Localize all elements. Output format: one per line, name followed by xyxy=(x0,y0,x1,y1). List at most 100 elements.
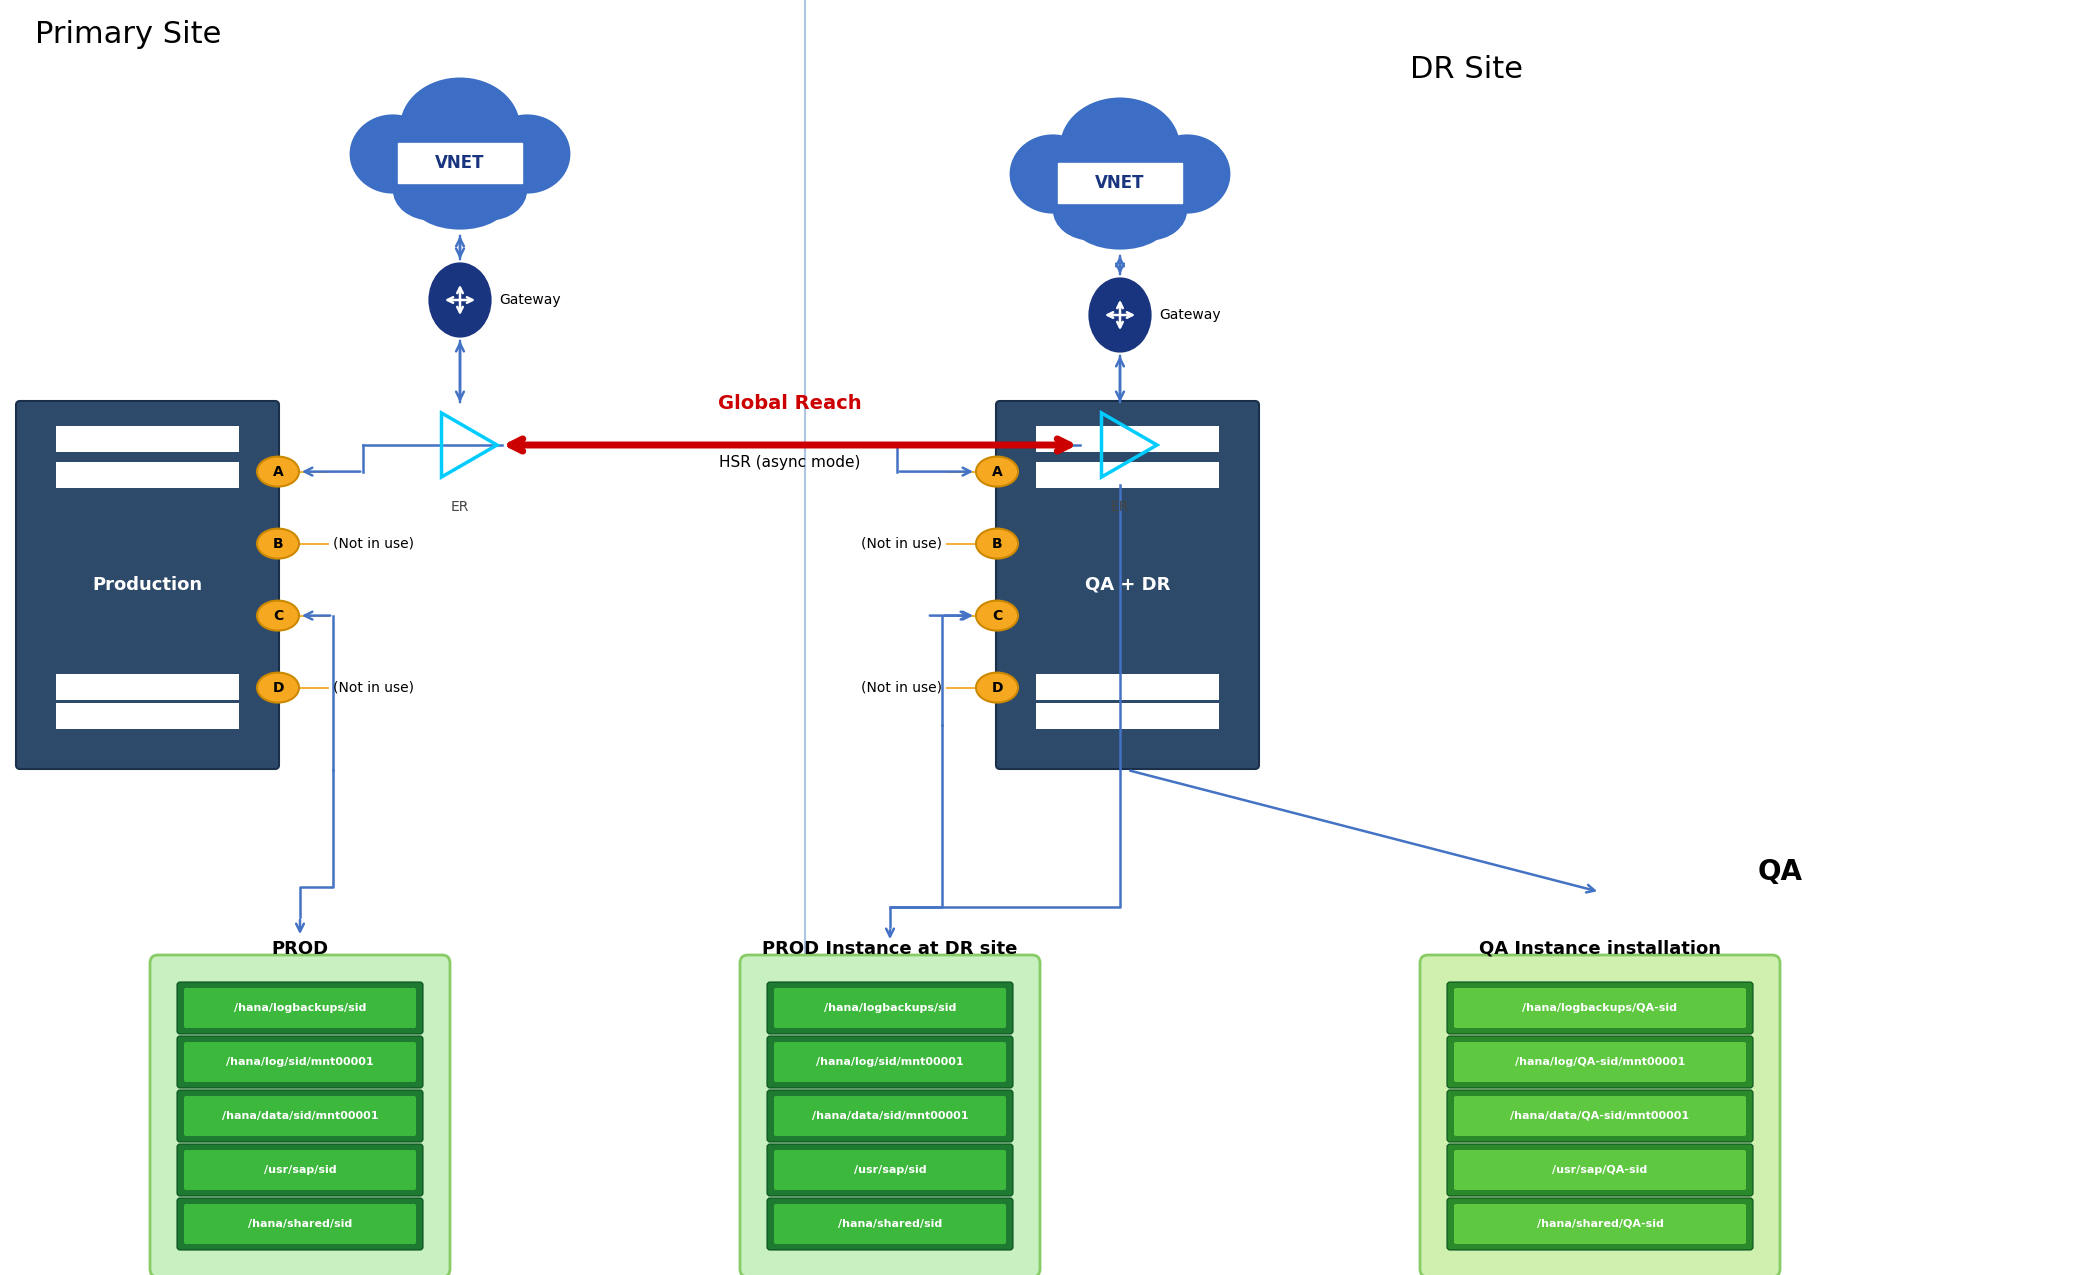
Ellipse shape xyxy=(401,78,519,176)
Text: QA: QA xyxy=(1758,858,1802,886)
FancyBboxPatch shape xyxy=(17,402,280,769)
Text: /hana/log/sid/mnt00001: /hana/log/sid/mnt00001 xyxy=(225,1057,373,1067)
Text: Gateway: Gateway xyxy=(499,293,561,307)
FancyBboxPatch shape xyxy=(1448,1198,1752,1250)
FancyBboxPatch shape xyxy=(1454,988,1746,1028)
FancyBboxPatch shape xyxy=(1454,1204,1746,1244)
FancyBboxPatch shape xyxy=(1454,1150,1746,1190)
FancyBboxPatch shape xyxy=(177,1198,423,1250)
Text: /hana/log/QA-sid/mnt00001: /hana/log/QA-sid/mnt00001 xyxy=(1514,1057,1685,1067)
Ellipse shape xyxy=(976,601,1018,631)
FancyBboxPatch shape xyxy=(768,1090,1014,1142)
Text: /hana/logbackups/sid: /hana/logbackups/sid xyxy=(824,1003,955,1014)
Text: Global Reach: Global Reach xyxy=(718,394,862,413)
Bar xyxy=(1037,426,1220,451)
FancyBboxPatch shape xyxy=(774,1150,1005,1190)
Bar xyxy=(56,462,240,488)
FancyBboxPatch shape xyxy=(150,955,451,1275)
FancyBboxPatch shape xyxy=(1448,1037,1752,1088)
Ellipse shape xyxy=(1087,275,1154,354)
FancyBboxPatch shape xyxy=(774,1042,1005,1082)
Ellipse shape xyxy=(1053,180,1131,241)
Text: /usr/sap/sid: /usr/sap/sid xyxy=(853,1165,926,1176)
FancyBboxPatch shape xyxy=(177,982,423,1034)
Ellipse shape xyxy=(350,115,436,194)
Text: PROD: PROD xyxy=(271,940,330,958)
Ellipse shape xyxy=(257,529,298,558)
FancyBboxPatch shape xyxy=(184,1042,415,1082)
Text: VNET: VNET xyxy=(1095,173,1145,193)
Ellipse shape xyxy=(976,673,1018,703)
Text: /hana/data/sid/mnt00001: /hana/data/sid/mnt00001 xyxy=(221,1111,378,1121)
Text: C: C xyxy=(991,608,1001,622)
Ellipse shape xyxy=(413,176,509,230)
FancyBboxPatch shape xyxy=(768,1144,1014,1196)
Ellipse shape xyxy=(1010,134,1095,214)
Text: B: B xyxy=(273,537,284,551)
Ellipse shape xyxy=(451,159,528,221)
Ellipse shape xyxy=(428,261,492,339)
Bar xyxy=(56,703,240,729)
FancyBboxPatch shape xyxy=(184,1204,415,1244)
Bar xyxy=(1037,703,1220,729)
Bar xyxy=(56,674,240,700)
Text: D: D xyxy=(991,681,1003,695)
FancyBboxPatch shape xyxy=(184,988,415,1028)
Text: (Not in use): (Not in use) xyxy=(862,537,943,551)
Text: C: C xyxy=(273,608,284,622)
FancyBboxPatch shape xyxy=(774,1204,1005,1244)
Text: (Not in use): (Not in use) xyxy=(862,681,943,695)
Text: Gateway: Gateway xyxy=(1160,309,1220,323)
Text: VNET: VNET xyxy=(436,154,484,172)
Text: QA + DR: QA + DR xyxy=(1085,576,1170,594)
Text: /hana/data/QA-sid/mnt00001: /hana/data/QA-sid/mnt00001 xyxy=(1510,1111,1690,1121)
Text: (Not in use): (Not in use) xyxy=(334,537,413,551)
Text: /hana/log/sid/mnt00001: /hana/log/sid/mnt00001 xyxy=(816,1057,964,1067)
FancyBboxPatch shape xyxy=(995,402,1260,769)
Ellipse shape xyxy=(484,115,569,194)
FancyBboxPatch shape xyxy=(768,1198,1014,1250)
Text: /hana/shared/sid: /hana/shared/sid xyxy=(839,1219,943,1229)
FancyBboxPatch shape xyxy=(1058,163,1183,203)
Text: A: A xyxy=(273,464,284,478)
FancyBboxPatch shape xyxy=(184,1096,415,1136)
FancyBboxPatch shape xyxy=(398,143,522,182)
Ellipse shape xyxy=(1143,134,1231,214)
Ellipse shape xyxy=(257,601,298,631)
Text: QA Instance installation: QA Instance installation xyxy=(1479,940,1721,958)
Ellipse shape xyxy=(257,673,298,703)
Ellipse shape xyxy=(1110,180,1187,241)
Text: /hana/shared/sid: /hana/shared/sid xyxy=(248,1219,353,1229)
FancyBboxPatch shape xyxy=(1448,982,1752,1034)
Text: A: A xyxy=(991,464,1003,478)
Text: DR Site: DR Site xyxy=(1410,55,1523,84)
Ellipse shape xyxy=(976,529,1018,558)
FancyBboxPatch shape xyxy=(1448,1144,1752,1196)
Text: D: D xyxy=(273,681,284,695)
Text: B: B xyxy=(991,537,1001,551)
Ellipse shape xyxy=(1072,195,1168,250)
Ellipse shape xyxy=(257,456,298,487)
FancyBboxPatch shape xyxy=(741,955,1041,1275)
Bar xyxy=(56,426,240,451)
Text: /usr/sap/QA-sid: /usr/sap/QA-sid xyxy=(1552,1165,1648,1176)
Text: /hana/logbackups/sid: /hana/logbackups/sid xyxy=(234,1003,367,1014)
FancyBboxPatch shape xyxy=(1454,1042,1746,1082)
Text: (Not in use): (Not in use) xyxy=(334,681,413,695)
Text: Production: Production xyxy=(92,576,202,594)
FancyBboxPatch shape xyxy=(177,1037,423,1088)
FancyBboxPatch shape xyxy=(177,1090,423,1142)
FancyBboxPatch shape xyxy=(774,988,1005,1028)
FancyBboxPatch shape xyxy=(768,1037,1014,1088)
FancyBboxPatch shape xyxy=(184,1150,415,1190)
Text: /hana/data/sid/mnt00001: /hana/data/sid/mnt00001 xyxy=(811,1111,968,1121)
Ellipse shape xyxy=(392,159,469,221)
Text: Primary Site: Primary Site xyxy=(35,20,221,48)
FancyBboxPatch shape xyxy=(774,1096,1005,1136)
Ellipse shape xyxy=(1060,97,1181,196)
Text: HSR (async mode): HSR (async mode) xyxy=(720,455,862,470)
FancyBboxPatch shape xyxy=(1421,955,1779,1275)
Text: ER: ER xyxy=(451,500,469,514)
FancyBboxPatch shape xyxy=(1454,1096,1746,1136)
Text: /usr/sap/sid: /usr/sap/sid xyxy=(263,1165,336,1176)
